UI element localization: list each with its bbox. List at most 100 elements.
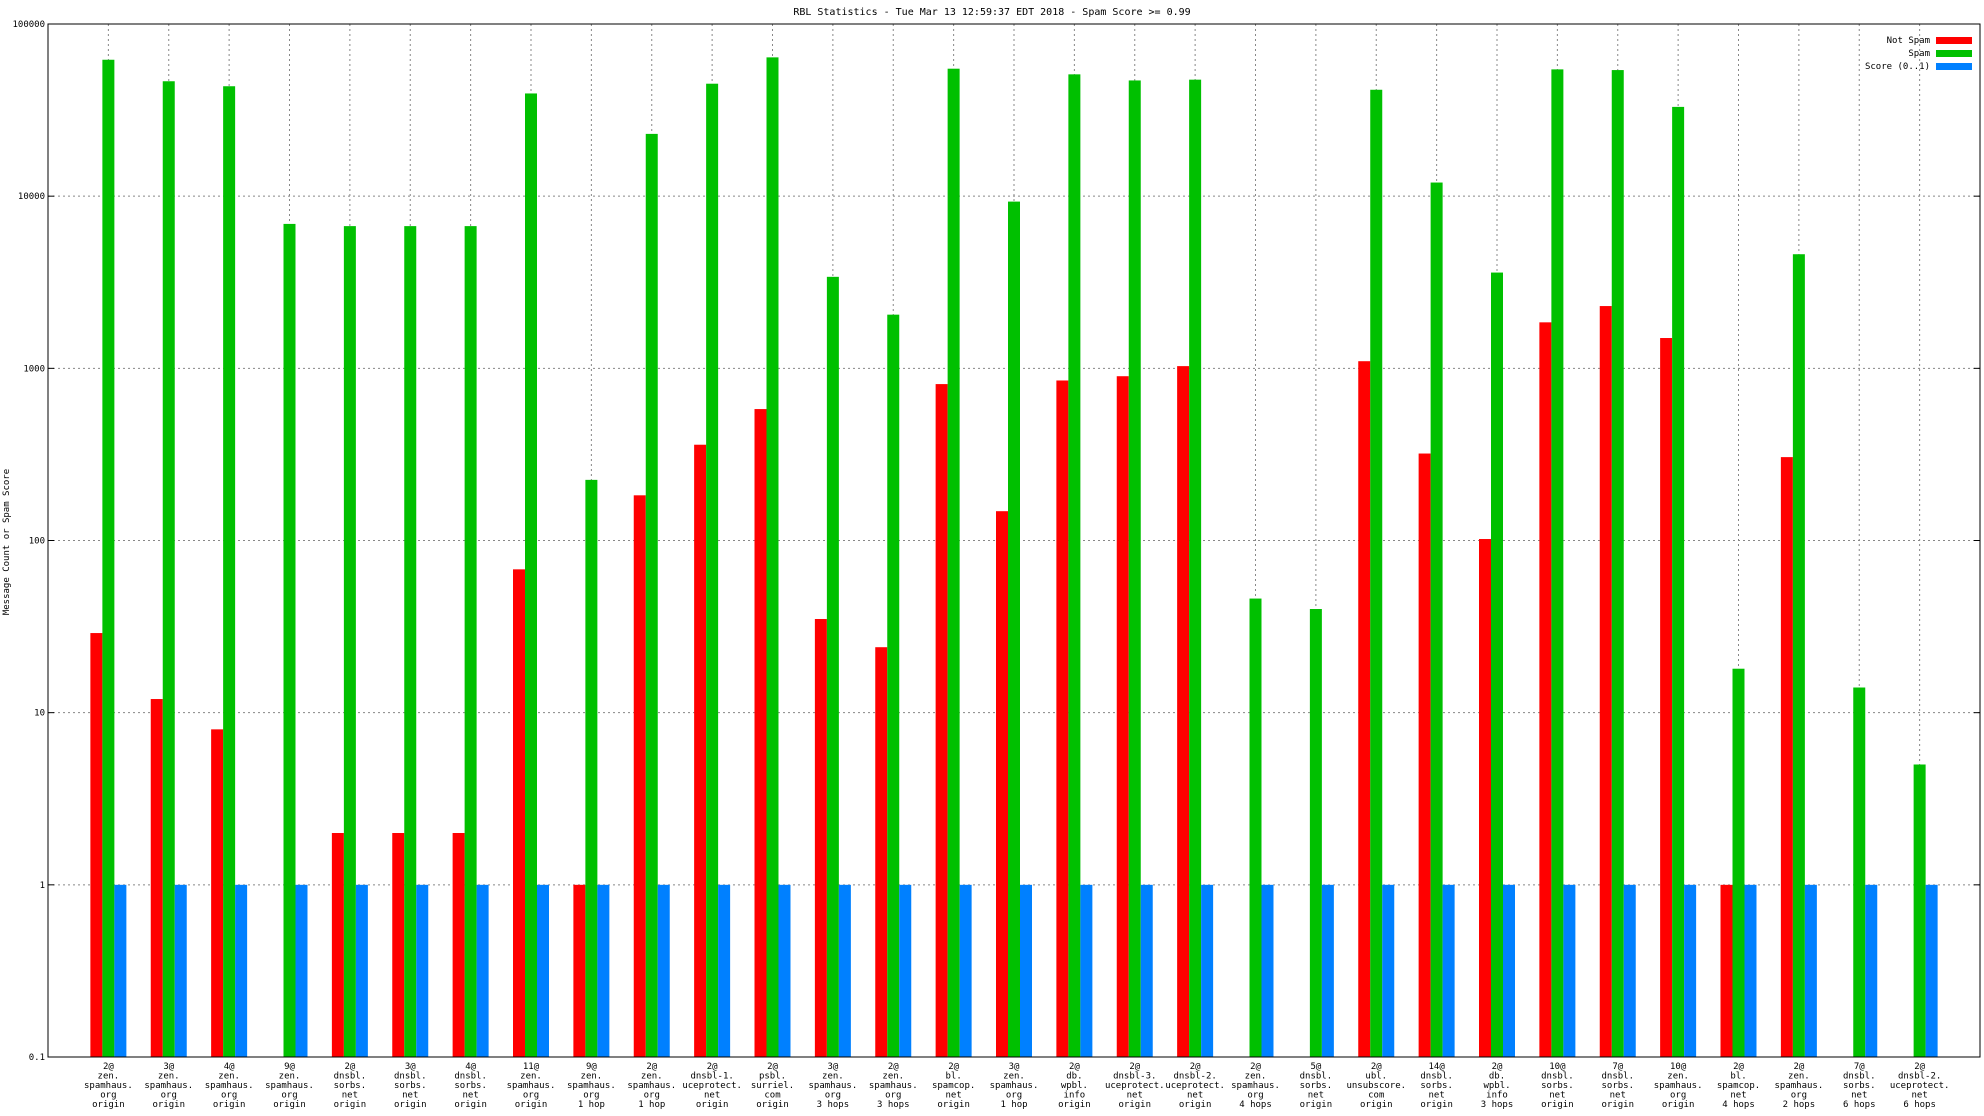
x-tick-label: dnsbl-2. — [1898, 1072, 1941, 1082]
bar-score-0-1 — [1140, 884, 1153, 1057]
x-tick-label: spamcop. — [1717, 1081, 1760, 1091]
x-tick-label: zen. — [1245, 1072, 1267, 1082]
x-tick-label: zen. — [641, 1072, 663, 1082]
x-tick-label: net — [1308, 1091, 1324, 1101]
x-tick-label: net — [1610, 1091, 1626, 1101]
x-tick-label: sorbs. — [334, 1081, 367, 1091]
bar-score-0-1 — [1744, 884, 1757, 1057]
x-tick-label: origin — [213, 1100, 246, 1110]
x-tick-label: 2@ — [1371, 1062, 1382, 1072]
x-tick-label: spamhaus. — [507, 1081, 556, 1091]
x-tick-label: sorbs. — [1420, 1081, 1453, 1091]
x-tick-label: zen. — [98, 1072, 120, 1082]
x-tick-label: 2@ — [1129, 1062, 1140, 1072]
plot-frame — [47, 23, 1981, 1058]
x-tick-label: org — [523, 1091, 539, 1101]
x-tick-label: origin — [152, 1100, 185, 1110]
bar-score-0-1 — [838, 884, 851, 1057]
x-tick-label: net — [462, 1091, 478, 1101]
x-tick-label: uceprotect. — [1105, 1081, 1165, 1091]
bar-spam — [404, 226, 417, 1058]
bar-score-0-1 — [1623, 884, 1636, 1057]
x-tick-label: dnsbl. — [394, 1072, 427, 1082]
bar-marks — [90, 57, 1938, 1058]
x-tick-label: zen. — [1667, 1072, 1689, 1082]
x-tick-label: sorbs. — [1541, 1081, 1574, 1091]
x-tick-label: net — [402, 1091, 418, 1101]
x-tick-label: origin — [515, 1100, 548, 1110]
bar-not-spam — [875, 647, 888, 1057]
bar-score-0-1 — [1684, 884, 1697, 1057]
bar-not-spam — [1358, 361, 1371, 1057]
bar-spam — [223, 86, 236, 1057]
x-tick-label: db. — [1489, 1072, 1505, 1082]
x-tick-label: 6 hops — [1903, 1100, 1936, 1110]
y-tick-label: 1 — [40, 881, 45, 891]
x-tick-label: origin — [1179, 1100, 1212, 1110]
x-tick-label: 10@ — [1549, 1062, 1566, 1072]
x-tick-label: unsubscore. — [1346, 1081, 1406, 1091]
x-tick-label: dnsbl. — [1420, 1072, 1453, 1082]
x-tick-label: 2@ — [646, 1062, 657, 1072]
bar-spam — [887, 314, 900, 1058]
x-tick-label: 2@ — [1492, 1062, 1503, 1072]
bar-spam — [1430, 182, 1443, 1057]
bar-not-spam — [935, 384, 948, 1057]
bar-spam — [102, 59, 115, 1058]
y-axis-label: Message Count or Spam Score — [2, 469, 12, 615]
bar-spam — [1853, 687, 1866, 1057]
bar-score-0-1 — [718, 884, 731, 1057]
bar-score-0-1 — [899, 884, 912, 1057]
x-tick-label: origin — [1420, 1100, 1453, 1110]
y-tick-label: 100 — [29, 537, 45, 547]
x-tick-label: sorbs. — [1601, 1081, 1634, 1091]
bar-not-spam — [392, 833, 405, 1057]
x-tick-label: origin — [937, 1100, 970, 1110]
y-tick-label: 0.1 — [29, 1053, 45, 1063]
x-tick-label: 3 hops — [877, 1100, 910, 1110]
legend-label: Score (0..1) — [1865, 62, 1930, 72]
x-tick-label: info — [1064, 1091, 1086, 1101]
bar-score-0-1 — [1020, 884, 1032, 1057]
x-tick-label: dnsbl-3. — [1113, 1072, 1156, 1082]
bar-spam — [1128, 80, 1141, 1058]
x-tick-label: 4@ — [224, 1062, 235, 1072]
bar-score-0-1 — [537, 884, 549, 1057]
bar-score-0-1 — [1442, 884, 1455, 1057]
bar-not-spam — [1177, 366, 1190, 1058]
x-tick-label: 2@ — [103, 1062, 114, 1072]
bar-score-0-1 — [355, 884, 368, 1057]
x-tick-label: org — [825, 1091, 841, 1101]
x-tick-label: bl. — [945, 1072, 961, 1082]
x-tick-label: org — [100, 1091, 116, 1101]
x-tick-label: 3 hops — [817, 1100, 850, 1110]
x-tick-label: dnsbl. — [1601, 1072, 1634, 1082]
x-tick-label: net — [1127, 1091, 1143, 1101]
x-tick-label: uceprotect. — [1890, 1081, 1950, 1091]
x-tick-label: origin — [1601, 1100, 1634, 1110]
x-tick-label: 4@ — [465, 1062, 476, 1072]
x-tick-label: spamcop. — [932, 1081, 975, 1091]
x-tick-label: 1 hop — [638, 1100, 665, 1110]
x-tick-label: dnsbl-1. — [690, 1072, 733, 1082]
x-tick-label: 1 hop — [578, 1100, 605, 1110]
x-tick-label: zen. — [279, 1072, 301, 1082]
bar-not-spam — [1056, 380, 1069, 1057]
bar-not-spam — [513, 569, 525, 1057]
x-tick-label: origin — [1118, 1100, 1151, 1110]
x-tick-label: uceprotect. — [682, 1081, 742, 1091]
x-tick-label: wpbl. — [1483, 1081, 1510, 1091]
x-tick-label: 3@ — [827, 1062, 838, 1072]
x-tick-label: 2@ — [344, 1062, 355, 1072]
x-tick-label: wpbl. — [1061, 1081, 1088, 1091]
x-tick-label: bl. — [1730, 1072, 1746, 1082]
x-tick-label: dnsbl. — [1843, 1072, 1876, 1082]
bar-score-0-1 — [597, 884, 610, 1057]
bar-spam — [1611, 70, 1624, 1057]
x-tick-label: net — [1187, 1091, 1203, 1101]
x-tick-label: origin — [756, 1100, 789, 1110]
bar-spam — [1189, 79, 1202, 1057]
bar-spam — [585, 479, 598, 1057]
bar-score-0-1 — [416, 884, 429, 1057]
x-tick-label: net — [704, 1091, 720, 1101]
